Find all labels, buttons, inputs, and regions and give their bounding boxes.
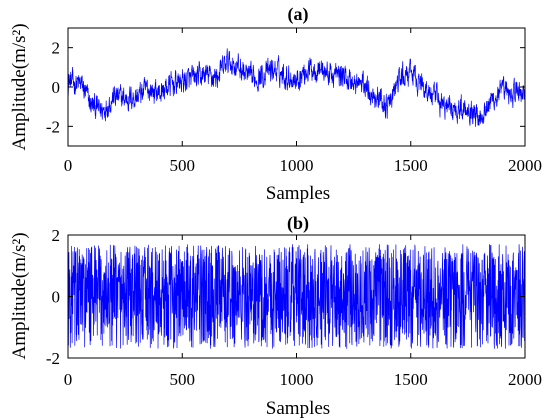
y-tick-label: -2 [46,349,60,368]
panel-b-series [67,244,526,349]
x-tick-label: 0 [64,156,73,175]
y-tick-label: 2 [52,226,61,245]
panel-a: (a) -2 0 2 0 500 1000 1500 2000 Samples Amplit… [9,4,542,204]
x-tick-label: 500 [170,156,196,175]
panel-b-x-ticks: 0 500 1000 1500 2000 [64,235,542,389]
panel-b-title: (b) [287,213,309,234]
x-tick-label: 1500 [394,156,428,175]
series-line [67,48,526,127]
x-tick-label: 500 [170,370,196,389]
y-tick-label: -2 [46,117,60,136]
y-tick-label: 2 [52,39,61,58]
panel-b-y-axis-label: Amplitude(m/s²) [9,232,30,359]
panel-a-y-ticks: -2 0 2 [46,39,525,136]
panel-a-x-axis-label: Samples [266,183,330,204]
y-tick-label: 0 [52,78,61,97]
series-line [67,244,526,349]
panel-a-title: (a) [288,4,309,25]
panel-a-plot-frame [67,27,526,147]
panel-b: (b) -202 0 500 1000 1500 2000 Samples Amplit… [9,213,542,419]
panel-a-series [67,48,526,127]
y-tick-label: 0 [52,288,61,307]
panel-a-x-ticks: 0 500 1000 1500 2000 [64,28,542,175]
x-tick-label: 1000 [280,370,314,389]
x-tick-label: 1500 [394,370,428,389]
panel-a-y-axis-label: Amplitude(m/s²) [9,23,30,150]
x-tick-label: 1000 [280,156,314,175]
panel-b-x-axis-label: Samples [266,398,330,419]
x-tick-label: 0 [64,370,73,389]
x-tick-label: 2000 [508,156,542,175]
panel-b-y-ticks: -2 0 2 [46,226,525,368]
x-tick-label: 2000 [508,370,542,389]
